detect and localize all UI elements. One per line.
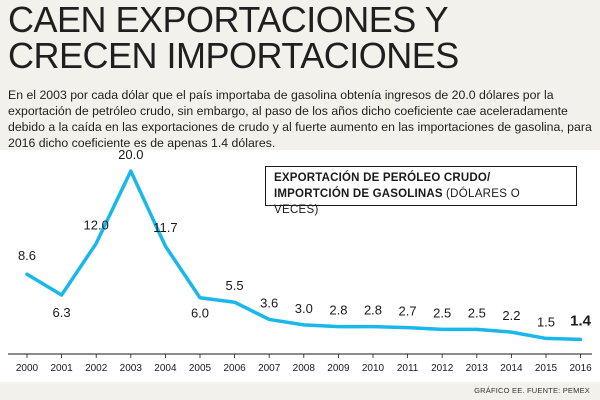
data-label: 2.7 — [399, 304, 417, 319]
source-credit: GRÁFICO EE. FUENTE: PEMEX — [474, 386, 590, 395]
data-label: 1.5 — [537, 314, 555, 329]
data-label: 2.8 — [329, 303, 347, 318]
data-label: 2.5 — [468, 305, 486, 320]
x-tick-label: 2014 — [500, 363, 523, 374]
legend-line-1: EXPORTACIÓN DE PERÓLEO CRUDO/ — [274, 172, 491, 184]
x-tick-label: 2009 — [327, 363, 350, 374]
x-tick-label: 2001 — [50, 363, 73, 374]
data-label: 2.2 — [502, 308, 520, 323]
x-tick-label: 2012 — [431, 363, 454, 374]
x-tick-label: 2003 — [120, 363, 143, 374]
data-label: 12.0 — [84, 217, 109, 232]
data-label: 6.0 — [191, 306, 209, 321]
series-line — [25, 169, 583, 342]
x-tick-label: 2011 — [397, 363, 419, 374]
data-label: 8.6 — [18, 248, 36, 263]
data-label: 11.7 — [153, 220, 177, 235]
x-tick-label: 2006 — [223, 363, 246, 374]
data-label: 1.4 — [570, 312, 592, 329]
data-label: 2.5 — [433, 305, 451, 320]
x-tick-label: 2005 — [189, 363, 212, 374]
x-tick-label: 2008 — [293, 363, 316, 374]
lede-paragraph: En el 2003 por cada dólar que el país im… — [8, 88, 592, 150]
data-label: 5.5 — [226, 278, 244, 293]
data-label: 2.8 — [364, 303, 382, 318]
data-label: 3.0 — [295, 301, 313, 316]
x-tick-label: 2007 — [258, 363, 281, 374]
data-label: 3.6 — [260, 295, 278, 310]
legend-unit: (DÓLARES O VECES) — [274, 188, 520, 216]
data-label: 6.3 — [53, 305, 71, 320]
x-tick-label: 2000 — [16, 363, 39, 374]
data-label: 20.0 — [118, 147, 143, 162]
chart-legend: EXPORTACIÓN DE PERÓLEO CRUDO/ IMPORTCIÓN… — [265, 166, 577, 216]
x-tick-label: 2002 — [85, 363, 108, 374]
x-tick-label: 2010 — [362, 363, 385, 374]
legend-line-2: IMPORTCIÓN DE GASOLINAS — [274, 188, 443, 200]
headline: CAEN EXPORTACIONES Y CRECEN IMPORTACIONE… — [8, 0, 459, 76]
x-tick-label: 2016 — [569, 363, 592, 374]
x-tick-label: 2013 — [466, 363, 489, 374]
x-tick-label: 2015 — [535, 363, 558, 374]
x-tick-label: 2004 — [154, 363, 177, 374]
